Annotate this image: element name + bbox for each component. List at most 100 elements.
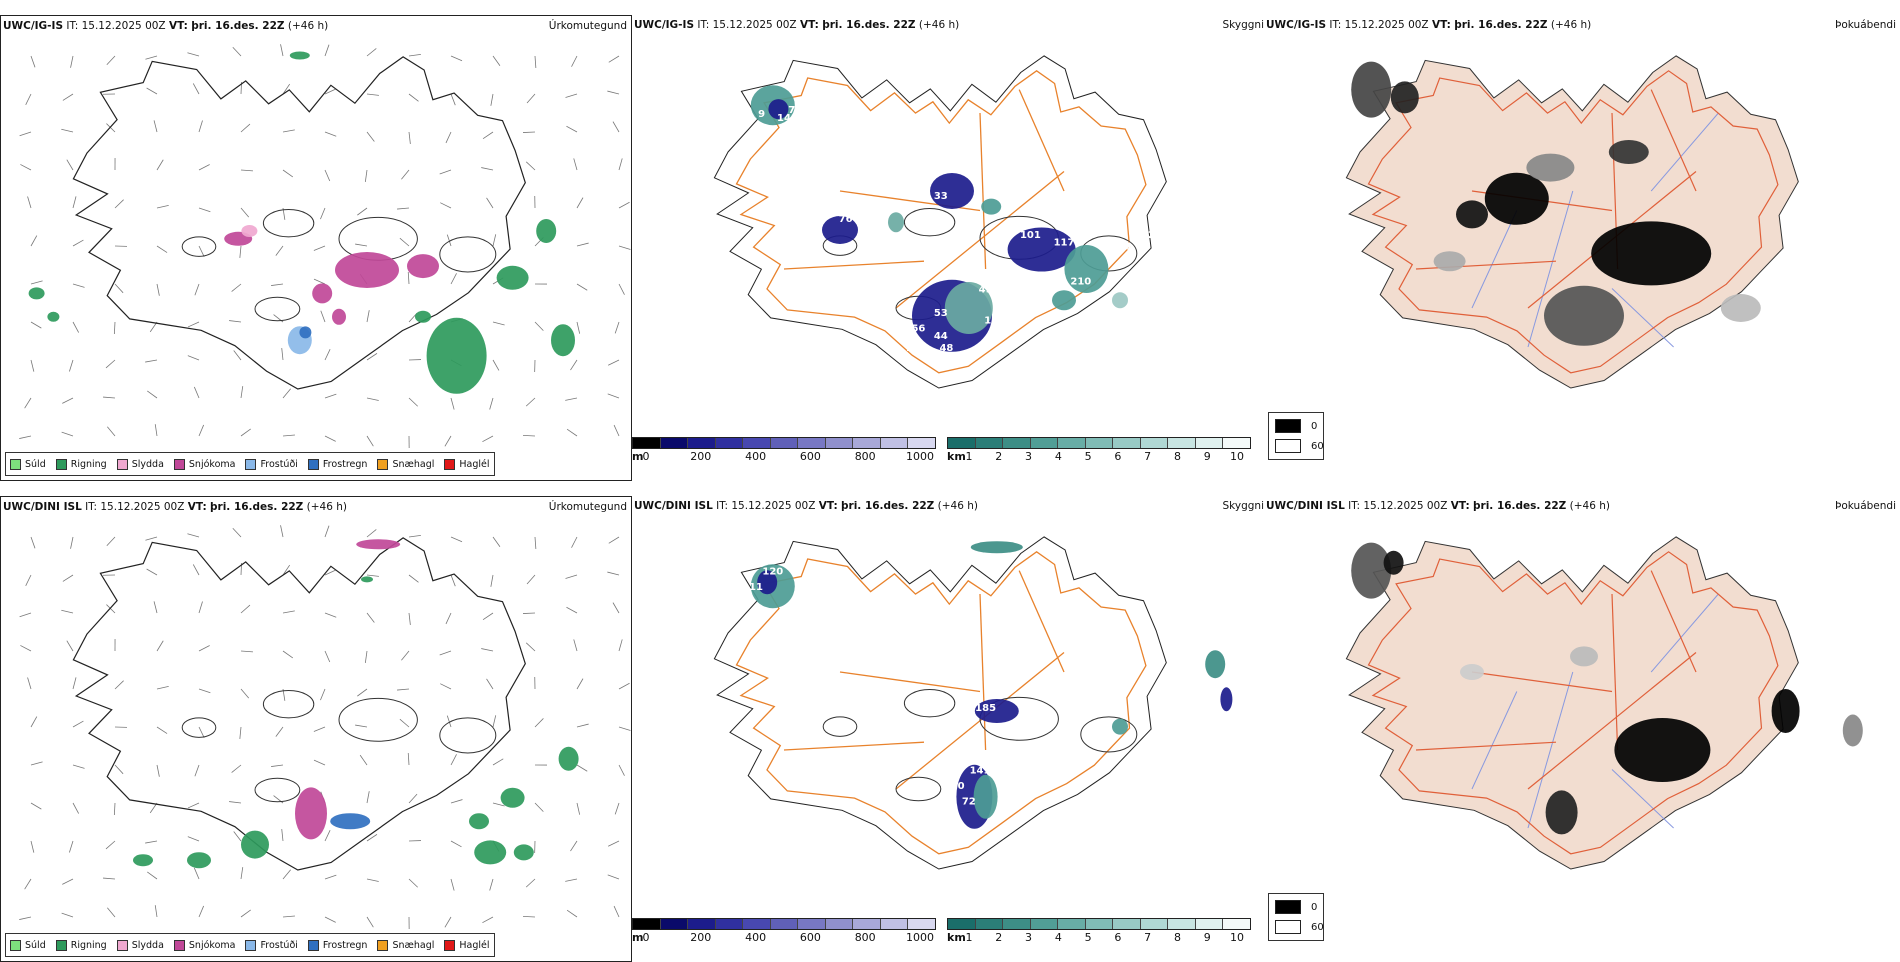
- wind-barb: [493, 759, 503, 765]
- wind-barb: [73, 765, 85, 768]
- wind-barb: [199, 121, 203, 132]
- legend-label: Slydda: [132, 459, 164, 470]
- wind-barb: [31, 322, 41, 328]
- colorbar-tick: 200: [690, 450, 711, 463]
- colorbar-cell: [771, 438, 799, 448]
- colorbar-cell: [1223, 919, 1250, 929]
- wind-barb: [440, 684, 451, 689]
- wind-barb: [25, 398, 31, 408]
- wind-barb: [526, 162, 535, 170]
- wind-barb: [31, 717, 37, 727]
- colorbar-cell: [798, 919, 826, 929]
- colorbar-cell: [633, 438, 661, 448]
- colorbar-tick: 5: [1085, 450, 1092, 463]
- wind-barb: [367, 132, 374, 141]
- colorbar-cell: [881, 919, 909, 929]
- wind-barb: [577, 679, 583, 689]
- colorbar-cell: [948, 438, 976, 448]
- wind-barb: [483, 132, 493, 139]
- legend-label: Snæhagl: [392, 940, 434, 951]
- wind-barb: [607, 572, 619, 575]
- panel-header: UWC/IG-IS IT: 15.12.2025 00Z VT: þri. 16…: [634, 19, 959, 31]
- wind-barb: [106, 841, 115, 849]
- wind-barb: [229, 321, 241, 322]
- colorbar-cell: [1113, 438, 1141, 448]
- wind-barb: [114, 803, 115, 815]
- wind-barb: [28, 197, 31, 208]
- colorbar-tick: 10: [1230, 931, 1244, 944]
- weather-area: [1544, 286, 1624, 346]
- legend-swatch: [308, 940, 319, 951]
- legend-label: Frostregn: [323, 940, 368, 951]
- colorbar-tick: 9: [1204, 931, 1211, 944]
- wind-barb: [271, 765, 283, 767]
- weather-area: [133, 854, 153, 866]
- wind-barb: [451, 537, 462, 542]
- wind-barb: [490, 879, 493, 891]
- wind-barb: [31, 281, 43, 284]
- wind-barb: [73, 721, 83, 727]
- wind-barb: [199, 208, 210, 212]
- colorbar-cell: [688, 438, 716, 448]
- wind-barb: [241, 124, 250, 132]
- wind-barb: [240, 727, 241, 739]
- wind-barb: [232, 765, 241, 773]
- wind-barb: [147, 569, 157, 575]
- weather-area: [1052, 290, 1076, 310]
- wind-barb: [157, 205, 169, 208]
- wind-barb: [157, 246, 167, 253]
- wind-barb: [241, 910, 251, 917]
- wind-barb: [409, 54, 421, 56]
- fog-legend-label: 60: [1311, 441, 1324, 452]
- wind-barb: [577, 724, 589, 727]
- wind-barb: [115, 681, 124, 689]
- legend-item: Haglél: [444, 940, 489, 951]
- wind-barb: [19, 917, 31, 920]
- wind-barb: [325, 651, 330, 662]
- wind-barb: [157, 160, 163, 170]
- wind-barb: [565, 398, 577, 400]
- wind-barb: [241, 651, 253, 652]
- legend-item: Rigning: [56, 459, 107, 470]
- wind-barb: [619, 202, 630, 208]
- ceiling-label: 10: [906, 343, 920, 354]
- colorbar-tick: 5: [1085, 931, 1092, 944]
- ceiling-label: 101: [1020, 230, 1041, 241]
- fog-legend-label: 60: [1311, 922, 1324, 933]
- wind-barb: [397, 208, 409, 209]
- wind-barb: [523, 435, 535, 436]
- colorbar-cell: [948, 919, 976, 929]
- wind-barb: [567, 910, 577, 917]
- wind-barb: [360, 755, 367, 765]
- wind-barb: [615, 803, 619, 814]
- wind-barb: [523, 613, 535, 614]
- precip-panel-bottom: UWC/DINI ISL IT: 15.12.2025 00Z VT: þri.…: [0, 496, 632, 962]
- legend-label: Slydda: [132, 940, 164, 951]
- wind-barb: [440, 170, 451, 174]
- colorbar-cell: [771, 919, 799, 929]
- wind-barb: [61, 610, 73, 613]
- wind-barb: [574, 639, 577, 651]
- wind-barb: [619, 246, 630, 250]
- wind-barb: [325, 875, 336, 879]
- wind-barb: [619, 683, 630, 689]
- wind-barb: [527, 575, 535, 584]
- wind-barb: [367, 529, 376, 537]
- legend-label: Frostúði: [260, 940, 297, 951]
- colorbar-strip: [947, 918, 1251, 930]
- legend-item: Slydda: [117, 459, 164, 470]
- colorbar-tick: 1: [966, 931, 973, 944]
- wind-barb: [355, 725, 367, 727]
- wind-barb: [367, 879, 379, 882]
- legend-item: Frostregn: [308, 459, 368, 470]
- weather-area: [536, 219, 556, 243]
- wind-barb: [409, 94, 418, 101]
- wind-barb: [283, 611, 295, 613]
- wind-barb: [194, 868, 199, 879]
- wind-barb: [566, 607, 577, 613]
- wind-barb: [526, 643, 535, 651]
